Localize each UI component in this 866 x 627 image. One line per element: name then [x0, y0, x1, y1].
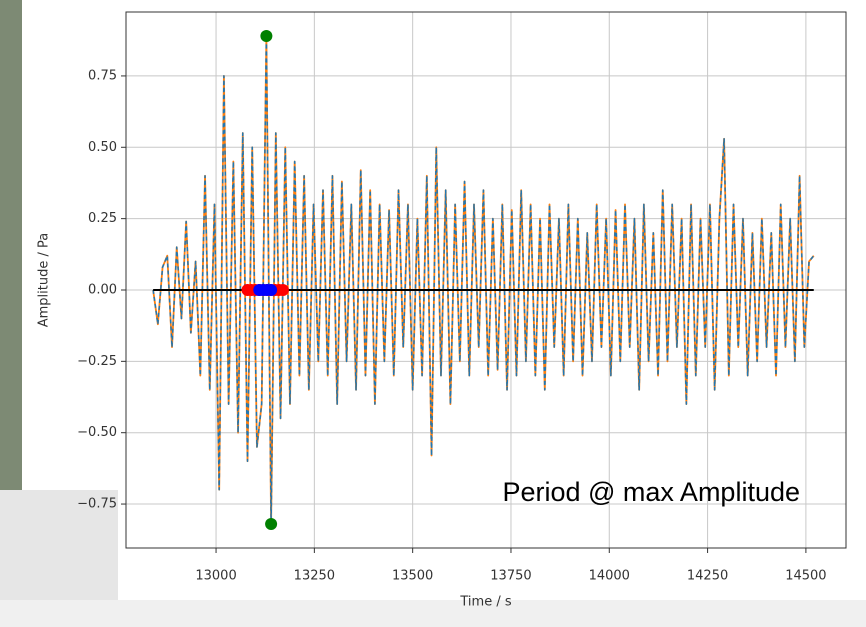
annotation: Period @ max Amplitude	[502, 477, 800, 507]
photo-strip	[0, 0, 22, 490]
x-tick-label: 13750	[490, 569, 531, 584]
side-panel	[0, 490, 118, 600]
y-tick-label: 0.75	[88, 68, 117, 83]
axes-frame	[125, 11, 847, 549]
y-tick-label: 0.00	[88, 282, 117, 297]
x-tick-label: 14000	[589, 569, 630, 584]
y-tick-label: −0.75	[77, 497, 117, 512]
y-axis-label: Amplitude / Pa	[37, 233, 52, 328]
x-tick-label: 14250	[687, 569, 728, 584]
series-line	[152, 35, 815, 525]
x-tick-label: 14500	[785, 569, 826, 584]
y-tick-label: 0.50	[88, 140, 117, 155]
y-tick-label: −0.50	[77, 425, 117, 440]
x-tick-label: 13500	[392, 569, 433, 584]
x-tick-label: 13000	[195, 569, 236, 584]
x-tick-label: 13250	[294, 569, 335, 584]
bottom-bar	[0, 600, 866, 627]
y-tick-label: −0.25	[77, 354, 117, 369]
point	[276, 283, 289, 296]
x-axis-label: Time / s	[459, 595, 511, 610]
point	[260, 29, 273, 42]
y-tick-label: 0.25	[88, 211, 117, 226]
point	[265, 518, 278, 531]
point	[265, 283, 278, 296]
plot-area: 13000 13250 13500 13750 14000 14250 14500 −0.75…	[77, 12, 846, 584]
